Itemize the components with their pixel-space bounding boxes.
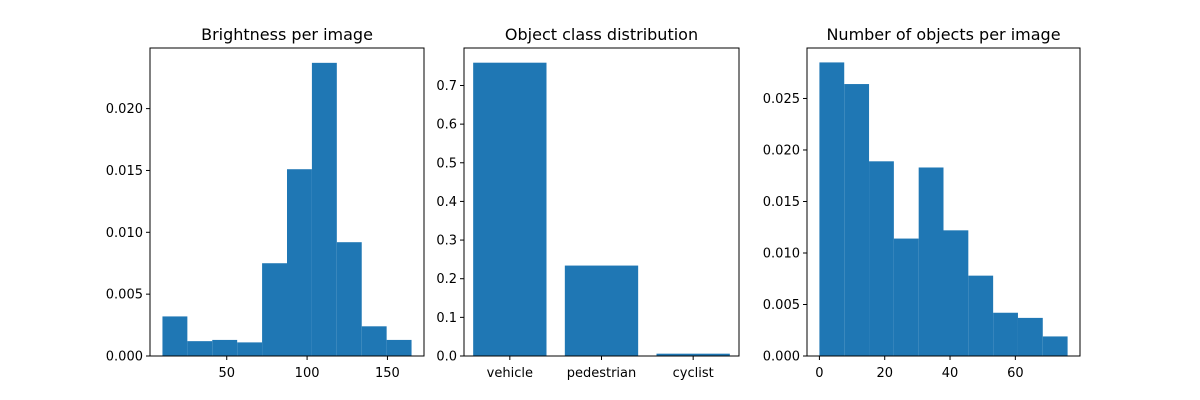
x-tick-label: 40 — [942, 366, 959, 381]
bar — [918, 167, 944, 356]
chart-panel-1: Brightness per image 0.000 0.005 0.010 0.015… — [106, 25, 425, 381]
x-tick-label: 50 — [218, 366, 235, 381]
bar — [212, 339, 238, 356]
y-tick-label: 0.0 — [436, 350, 457, 365]
bar — [386, 339, 412, 356]
x-tick-label: 150 — [375, 366, 400, 381]
bar — [1017, 317, 1043, 356]
bar — [311, 62, 337, 357]
bar — [943, 230, 969, 356]
category-label: cyclist — [673, 366, 714, 381]
bar — [1042, 336, 1068, 356]
y-tick-label: 0.015 — [763, 195, 800, 210]
y-tick-label: 0.010 — [763, 246, 800, 261]
bar — [187, 341, 213, 356]
y-tick-label: 0.000 — [106, 350, 143, 365]
y-tick-label: 0.5 — [436, 156, 457, 171]
axes-frame — [149, 47, 425, 357]
y-tick-label: 0.6 — [436, 118, 457, 133]
x-tick-label: 100 — [295, 366, 320, 381]
axes-frame — [806, 47, 1081, 357]
bar — [968, 275, 994, 356]
y-tick-label: 0.7 — [436, 79, 457, 94]
bar — [656, 353, 730, 356]
bar — [893, 238, 919, 356]
bar — [844, 84, 870, 357]
x-tick-label: 60 — [1007, 366, 1024, 381]
y-tick-label: 0.1 — [436, 311, 457, 326]
y-tick-label: 0.3 — [436, 234, 457, 249]
x-tick-label: 0 — [815, 366, 823, 381]
bar — [819, 62, 845, 357]
bar — [869, 161, 894, 356]
bar — [237, 342, 263, 356]
bar — [287, 169, 312, 356]
chart-title: Number of objects per image — [826, 25, 1060, 44]
bar — [162, 316, 188, 356]
y-tick-label: 0.4 — [436, 195, 457, 210]
y-tick-label: 0.000 — [763, 350, 800, 365]
bar — [262, 263, 287, 356]
bar — [473, 62, 547, 356]
y-tick-label: 0.005 — [106, 288, 143, 303]
y-tick-label: 0.020 — [763, 143, 800, 158]
x-tick-label: 20 — [876, 366, 893, 381]
bar — [336, 242, 362, 356]
bar — [564, 265, 639, 356]
y-tick-label: 0.005 — [763, 298, 800, 313]
y-tick-label: 0.025 — [763, 92, 800, 107]
chart-panel-3: Number of objects per image 0.000 0.005 0.0… — [763, 25, 1081, 381]
y-tick-label: 0.010 — [106, 226, 143, 241]
bar — [361, 326, 387, 356]
y-tick-label: 0.020 — [106, 102, 143, 117]
chart-title: Brightness per image — [201, 25, 373, 44]
bar — [993, 312, 1018, 356]
category-label: pedestrian — [567, 366, 637, 381]
y-tick-label: 0.2 — [436, 272, 457, 287]
category-label: vehicle — [487, 366, 533, 381]
y-tick-label: 0.015 — [106, 164, 143, 179]
chart-panel-2: Object class distribution 0.0 0.1 0.2 0.3 0.4… — [436, 25, 740, 381]
chart-title: Object class distribution — [505, 25, 698, 44]
